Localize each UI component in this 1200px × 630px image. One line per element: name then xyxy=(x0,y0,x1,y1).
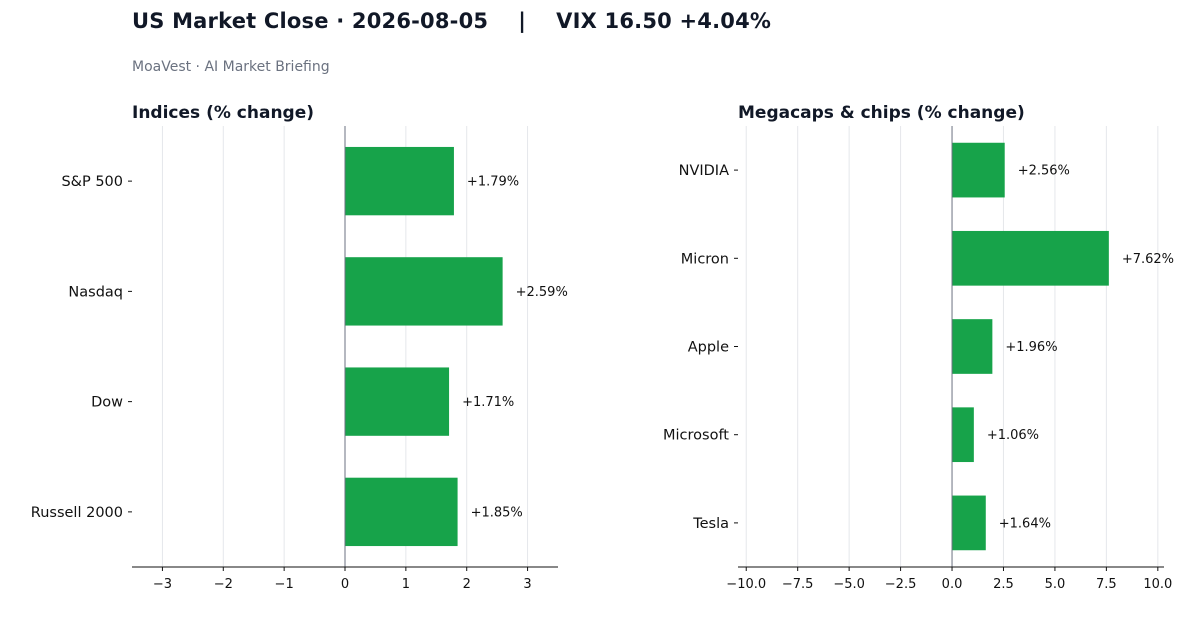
chart2-bar-1 xyxy=(952,230,1109,286)
chart1-xtick-label: 0 xyxy=(341,577,349,592)
chart2-category-label: Tesla xyxy=(692,516,729,532)
page-title: US Market Close · 2026-08-05 | VIX 16.50… xyxy=(132,9,772,33)
chart1-data-label: +2.59% xyxy=(516,285,568,300)
chart1-bar-1 xyxy=(345,257,503,326)
chart1-xtick-label: −3 xyxy=(153,577,172,592)
chart2-xtick-label: −2.5 xyxy=(885,577,917,592)
chart2-xtick-label: −10.0 xyxy=(726,577,766,592)
chart1-category-label: Dow xyxy=(91,395,123,411)
chart2-bar-4 xyxy=(952,495,986,551)
chart2-xtick-label: 10.0 xyxy=(1143,577,1172,592)
chart1-data-label: +1.79% xyxy=(467,175,519,190)
chart1-category-label: Nasdaq xyxy=(68,284,123,300)
chart2-data-label: +2.56% xyxy=(1018,164,1070,179)
chart1-data-label: +1.85% xyxy=(471,505,523,520)
chart2-data-label: +7.62% xyxy=(1122,252,1174,267)
chart2-bar-2 xyxy=(952,319,993,374)
chart1-xtick-label: −2 xyxy=(214,577,233,592)
chart1-category-label: Russell 2000 xyxy=(31,505,123,521)
chart1-bar-0 xyxy=(345,146,454,216)
chart1-xtick-label: −1 xyxy=(275,577,294,592)
chart2-xtick-label: 5.0 xyxy=(1045,577,1066,592)
chart2-category-label: Micron xyxy=(681,251,729,267)
chart2-category-label: NVIDIA xyxy=(679,163,729,179)
chart2-xtick-label: 0.0 xyxy=(942,577,963,592)
chart2-bar-3 xyxy=(952,407,974,463)
chart2-xtick-label: −7.5 xyxy=(782,577,814,592)
chart2-xtick-label: 2.5 xyxy=(993,577,1014,592)
chart2-bar-0 xyxy=(952,142,1005,198)
chart1-xtick-label: 3 xyxy=(523,577,531,592)
chart2-title: Megacaps & chips (% change) xyxy=(738,103,1025,123)
chart1-bar-2 xyxy=(345,367,450,436)
chart1-data-label: +1.71% xyxy=(462,395,514,410)
page-subtitle: MoaVest · AI Market Briefing xyxy=(132,59,330,75)
chart2-category-label: Microsoft xyxy=(663,428,729,444)
chart1-category-label: S&P 500 xyxy=(61,174,123,190)
chart2-xtick-label: 7.5 xyxy=(1096,577,1117,592)
chart2-data-label: +1.96% xyxy=(1005,340,1057,355)
chart2-category-label: Apple xyxy=(688,340,729,356)
chart2-xtick-label: −5.0 xyxy=(833,577,865,592)
chart1-bar-3 xyxy=(345,477,458,547)
chart1-title: Indices (% change) xyxy=(132,103,314,123)
chart2-data-label: +1.64% xyxy=(999,516,1051,531)
chart1-xtick-label: 2 xyxy=(463,577,471,592)
chart2-data-label: +1.06% xyxy=(987,428,1039,443)
chart1-xtick-label: 1 xyxy=(402,577,410,592)
